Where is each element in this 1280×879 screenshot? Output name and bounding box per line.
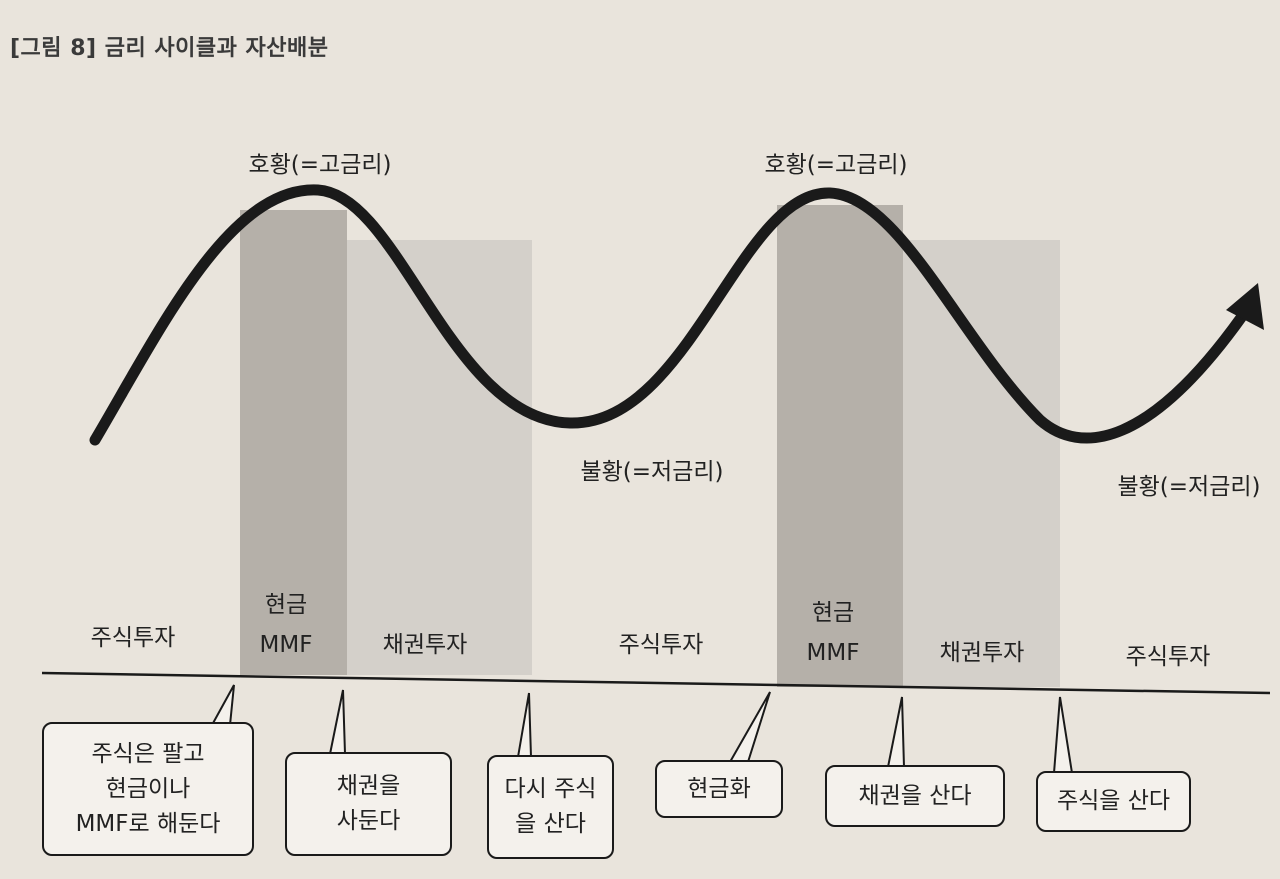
trough-label-1: 불황(=저금리) [580,459,724,485]
callout-pointers [211,684,1073,774]
phase-bond-1: 채권투자 [382,632,468,658]
callout-buy-bonds-1: 채권을 사둔다 [285,752,452,856]
callout-1-line1: 주식은 팔고 [91,740,205,767]
peak-label-2: 호황(=고금리) [764,152,908,178]
phase-cash-2-line2: MMF [806,640,860,666]
callout-cash-out: 현금화 [655,760,783,818]
callout-5-line1: 채권을 산다 [858,782,972,809]
phase-stock-2: 주식투자 [618,632,704,658]
peak-label-1: 호황(=고금리) [248,152,392,178]
callout-sell-stocks: 주식은 팔고 현금이나 MMF로 해둔다 [42,722,254,856]
callout-1-line3: MMF로 해둔다 [75,810,221,837]
phase-cash-1: 현금 MMF [260,585,313,665]
callout-1-line2: 현금이나 [105,775,191,802]
phase-cash-2: 현금 MMF [807,593,860,673]
figure-title: [그림 8] 금리 사이클과 자산배분 [10,36,329,61]
bond-band-1 [347,240,532,675]
curve-arrowhead [1226,283,1264,330]
phase-stock-1: 주식투자 [90,625,176,651]
callout-buy-bonds-2: 채권을 산다 [825,765,1005,827]
callout-2-line1: 채권을 [336,773,401,799]
cash-band-2 [777,205,903,687]
callout-3-line2: 을 산다 [515,811,586,837]
phase-stock-3: 주식투자 [1125,644,1211,670]
callout-2-line2: 사둔다 [336,808,401,834]
callout-buy-stocks: 주식을 산다 [1036,771,1191,832]
callout-3-line1: 다시 주식 [504,776,597,802]
callout-buy-stocks-again: 다시 주식 을 산다 [487,755,614,859]
callout-4-line1: 현금화 [687,775,751,802]
phase-cash-2-line1: 현금 [811,600,855,626]
phase-bond-2: 채권투자 [939,640,1025,666]
interest-rate-curve [89,184,1256,446]
callout-6-line1: 주식을 산다 [1056,788,1171,814]
trough-label-2: 불황(=저금리) [1117,474,1261,500]
phase-cash-1-line2: MMF [259,632,313,658]
phase-cash-1-line1: 현금 [264,592,308,618]
bond-band-2 [903,240,1060,687]
cash-band-1 [240,210,347,675]
time-axis [41,671,1271,695]
